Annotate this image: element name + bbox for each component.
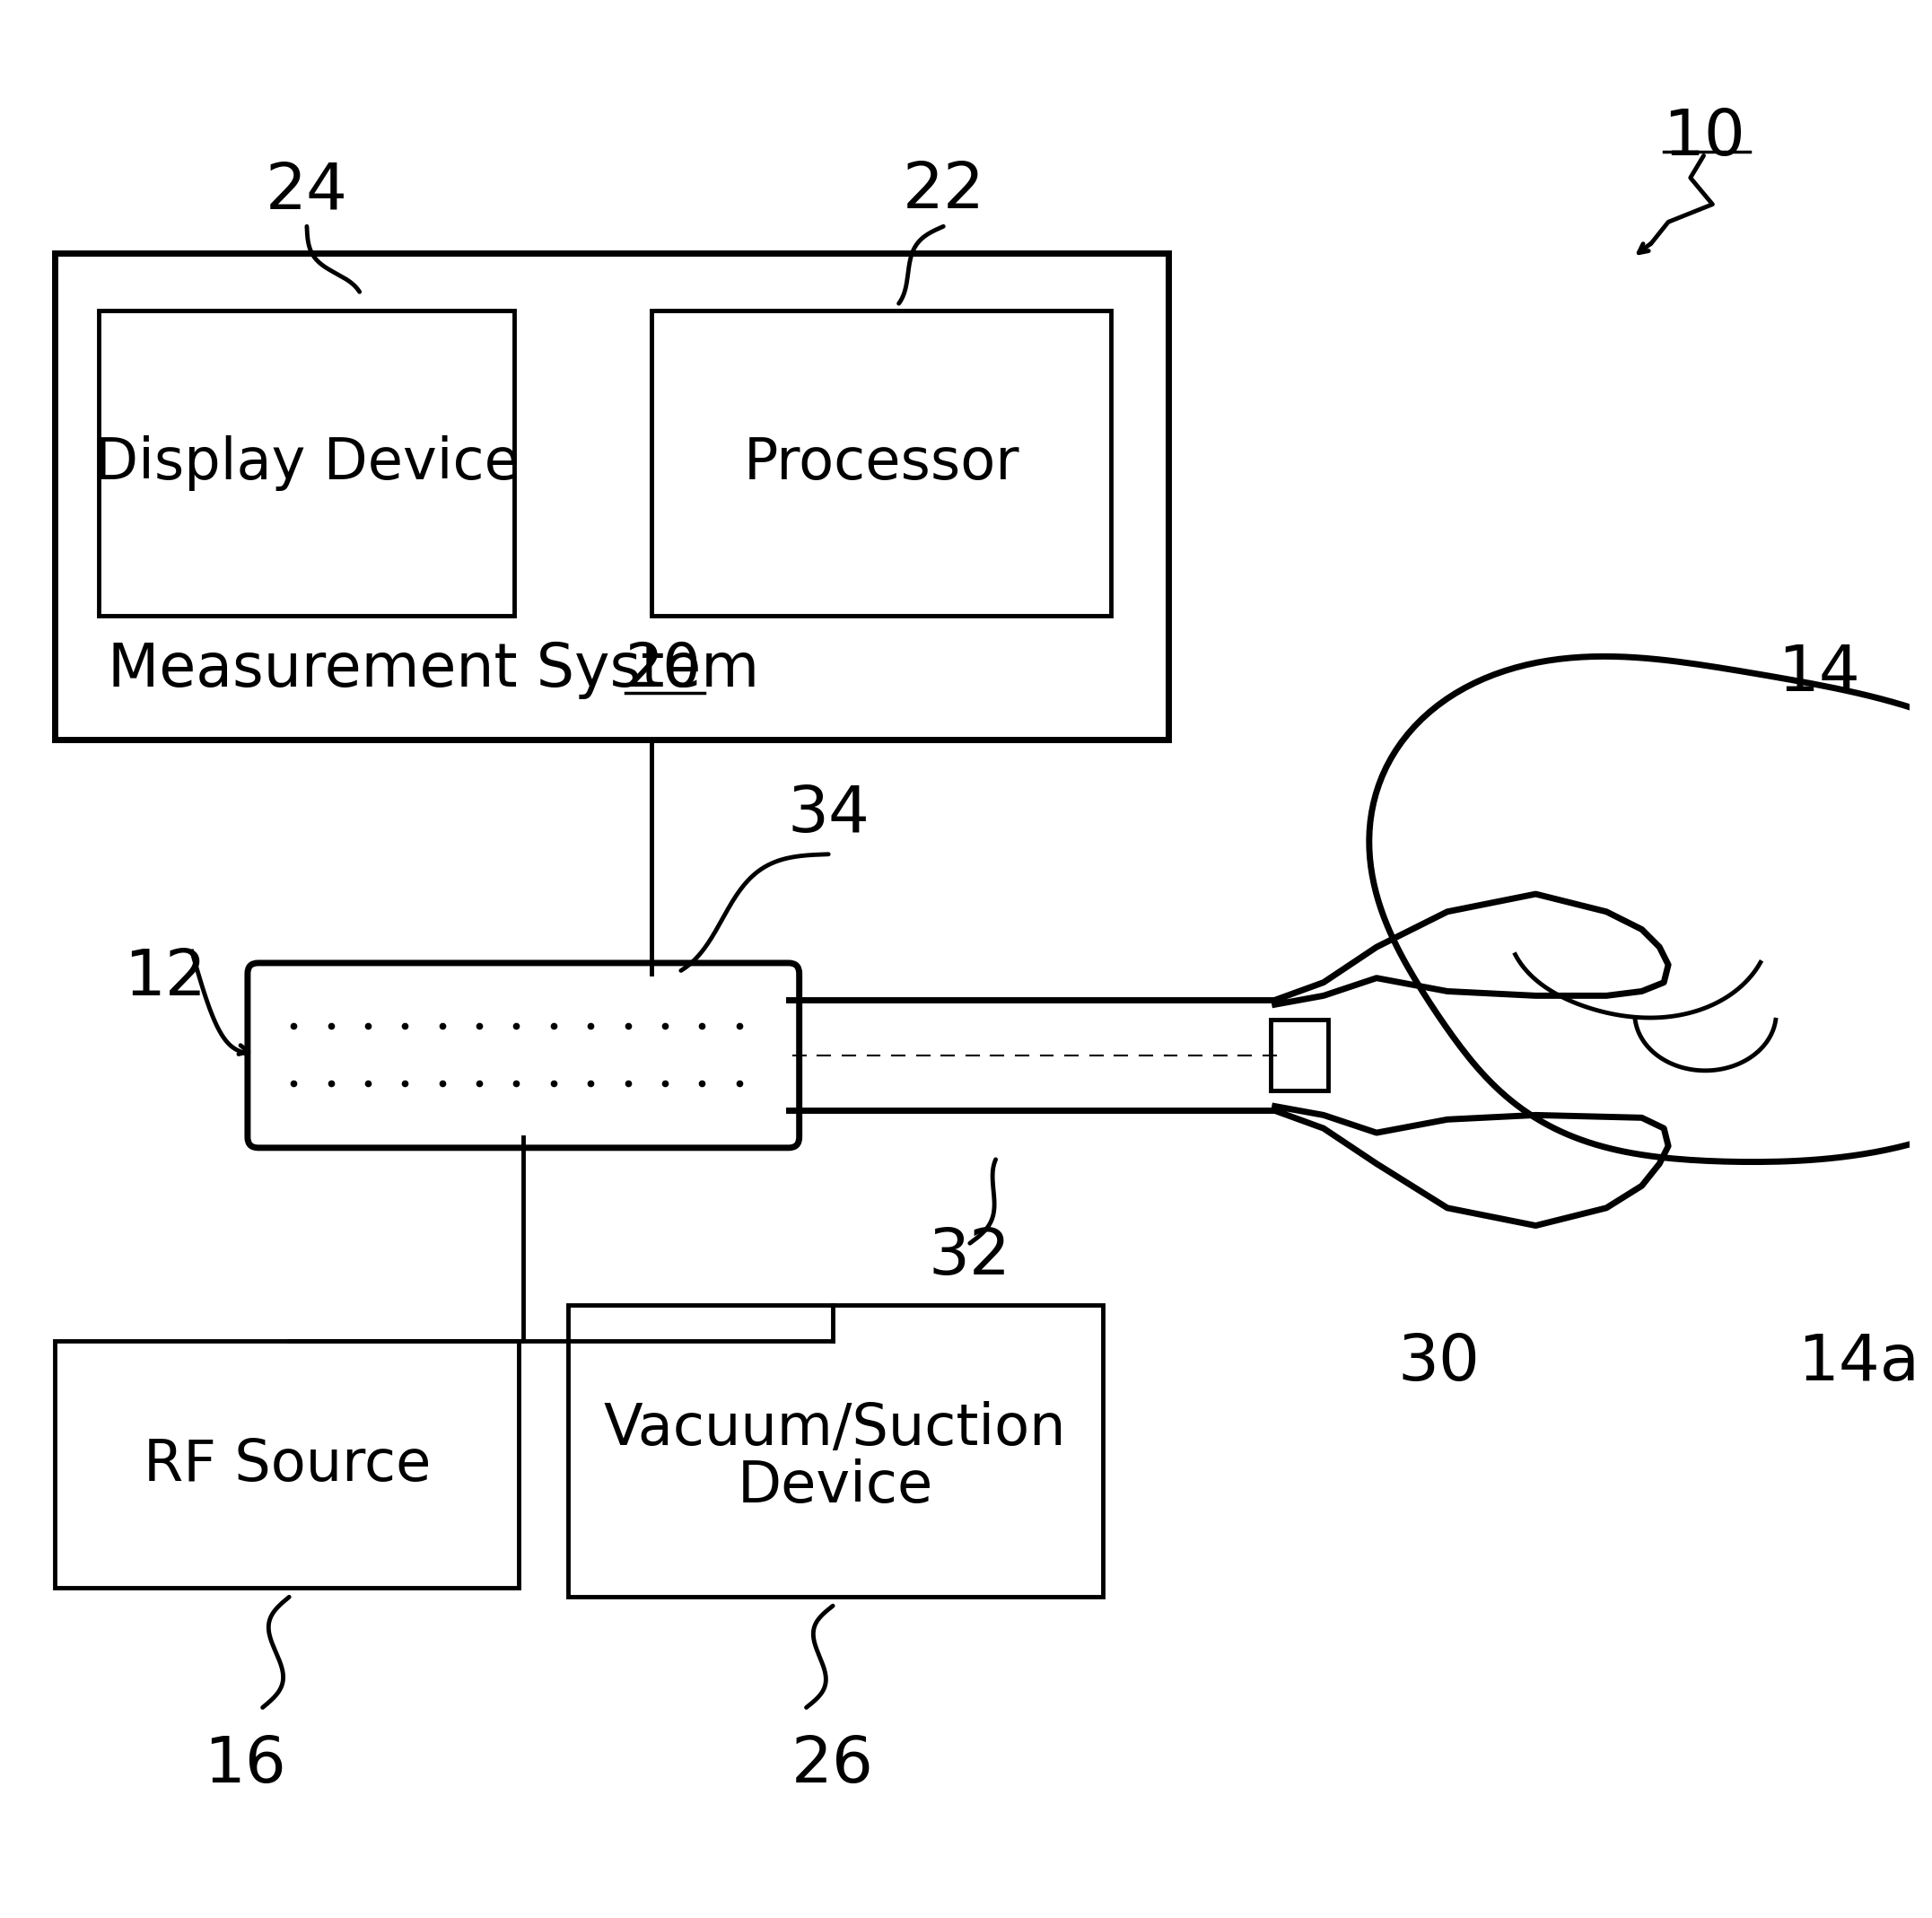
Bar [568, 1304, 1103, 1598]
Bar [99, 311, 514, 616]
Text: Display Device: Display Device [95, 435, 520, 491]
Text: 26: 26 [792, 1734, 873, 1795]
Text: 14a: 14a [1797, 1331, 1918, 1394]
Text: 22: 22 [902, 159, 985, 222]
FancyBboxPatch shape [247, 963, 800, 1147]
Text: Device: Device [738, 1458, 933, 1515]
Bar [1271, 1020, 1327, 1091]
Text: 12: 12 [124, 947, 207, 1009]
Text: 10: 10 [1663, 107, 1745, 169]
Text: 24: 24 [265, 159, 348, 222]
Bar [54, 253, 1169, 738]
Text: Measurement System: Measurement System [108, 641, 759, 700]
Bar [54, 1341, 520, 1588]
Text: 34: 34 [786, 783, 869, 846]
Text: Processor: Processor [744, 435, 1020, 491]
Text: 20: 20 [626, 641, 701, 700]
Text: RF Source: RF Source [143, 1437, 431, 1492]
Bar [651, 311, 1111, 616]
Text: 16: 16 [203, 1734, 286, 1795]
Text: 14: 14 [1777, 643, 1861, 704]
Text: Vacuum/Suction: Vacuum/Suction [605, 1402, 1066, 1458]
Text: 32: 32 [929, 1226, 1010, 1287]
Text: 30: 30 [1397, 1331, 1480, 1394]
